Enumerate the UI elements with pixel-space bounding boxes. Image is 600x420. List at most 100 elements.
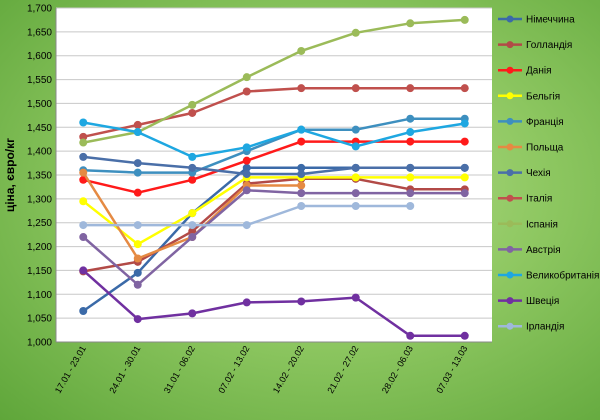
data-point	[460, 189, 469, 198]
legend-marker	[506, 220, 514, 228]
data-point	[406, 128, 415, 137]
data-point	[133, 188, 142, 197]
x-tick-label: 24.01 - 30.01	[107, 344, 142, 395]
x-tick-label: 14.02 - 20.02	[271, 344, 306, 395]
legend-marker	[506, 92, 514, 100]
legend-label: Бельгія	[526, 91, 560, 102]
data-point	[79, 132, 88, 141]
data-point	[79, 168, 88, 177]
y-tick-label: 1,200	[27, 242, 52, 253]
data-point	[133, 280, 142, 289]
legend-label: Швеція	[526, 296, 559, 307]
legend-marker	[506, 297, 514, 305]
legend-marker	[506, 143, 514, 151]
data-point	[188, 227, 197, 236]
legend-marker	[506, 271, 514, 279]
data-point	[133, 221, 142, 230]
y-tick-label: 1,400	[27, 147, 52, 158]
series-group	[79, 266, 469, 340]
data-point	[460, 331, 469, 340]
data-point	[242, 87, 251, 96]
data-point	[406, 163, 415, 172]
series-lines	[79, 15, 469, 340]
series-line	[83, 155, 465, 176]
y-tick-label: 1,300	[27, 194, 52, 205]
data-point	[188, 108, 197, 117]
data-point	[188, 100, 197, 109]
data-point	[188, 163, 197, 172]
y-tick-label: 1,650	[27, 27, 52, 38]
data-point	[79, 233, 88, 242]
y-tick-label: 1,350	[27, 171, 52, 182]
data-point	[406, 114, 415, 123]
y-tick-label: 1,100	[27, 290, 52, 301]
legend-label: Італія	[526, 194, 552, 205]
y-axis-label: ціна, євро/кг	[3, 138, 17, 212]
y-tick-label: 1,250	[27, 218, 52, 229]
x-tick-label: 17.01 - 23.01	[53, 344, 88, 395]
series-line	[83, 117, 465, 174]
data-point	[351, 293, 360, 302]
series-group	[79, 186, 469, 289]
series-line	[83, 121, 465, 159]
data-point	[351, 28, 360, 37]
series-line	[83, 177, 465, 273]
data-point	[351, 202, 360, 211]
y-tick-labels: 1,000 1,050 1,100 1,150 1,200 1,250 1,300 1,350…	[27, 4, 52, 349]
series-line	[83, 86, 465, 139]
data-point	[297, 297, 306, 306]
data-point	[79, 152, 88, 161]
data-point	[351, 163, 360, 172]
data-point	[297, 137, 306, 146]
data-point	[188, 209, 197, 218]
series-line	[82, 189, 465, 286]
data-point	[406, 84, 415, 93]
y-tick-label: 1,500	[27, 99, 52, 110]
data-point	[351, 142, 360, 151]
series-group	[79, 84, 469, 141]
legend-label: Франція	[526, 117, 564, 128]
series-line	[82, 176, 465, 246]
data-point	[297, 46, 306, 55]
data-point	[460, 84, 469, 93]
series-group	[79, 173, 469, 249]
data-point	[242, 143, 251, 152]
series-group	[79, 152, 469, 179]
data-point	[297, 84, 306, 93]
x-tick-label: 07.03 - 13.03	[434, 344, 469, 395]
series-group	[79, 118, 469, 161]
data-point	[242, 170, 251, 179]
data-point	[460, 163, 469, 172]
data-point	[133, 254, 142, 263]
data-point	[406, 202, 415, 211]
legend-marker	[506, 41, 514, 49]
data-point	[188, 152, 197, 161]
y-tick-label: 1,450	[27, 123, 52, 134]
data-point	[351, 125, 360, 134]
x-tick-label: 31.01 - 06.02	[162, 344, 197, 395]
y-tick-label: 1,150	[27, 266, 52, 277]
legend-label: Данія	[526, 66, 552, 77]
data-point	[242, 156, 251, 165]
data-point	[351, 84, 360, 93]
data-point	[297, 163, 306, 172]
x-tick-label: 07.02 - 13.02	[216, 344, 251, 395]
data-point	[242, 163, 251, 172]
data-point	[133, 159, 142, 168]
data-point	[79, 266, 88, 275]
data-point	[242, 186, 251, 195]
data-point	[133, 268, 142, 277]
x-tick-labels: 17.01 - 23.01 24.01 - 30.01 31.01 - 06.02 0…	[53, 344, 470, 395]
data-point	[297, 202, 306, 211]
legend-label: Польща	[526, 143, 564, 154]
legend-label: Німеччина	[526, 15, 575, 26]
legend-label: Австрія	[526, 245, 561, 256]
data-point	[79, 138, 88, 147]
data-point	[79, 306, 88, 315]
data-point	[297, 170, 306, 179]
y-tick-label: 1,050	[27, 314, 52, 325]
data-point	[297, 189, 306, 198]
legend-marker	[506, 322, 514, 330]
